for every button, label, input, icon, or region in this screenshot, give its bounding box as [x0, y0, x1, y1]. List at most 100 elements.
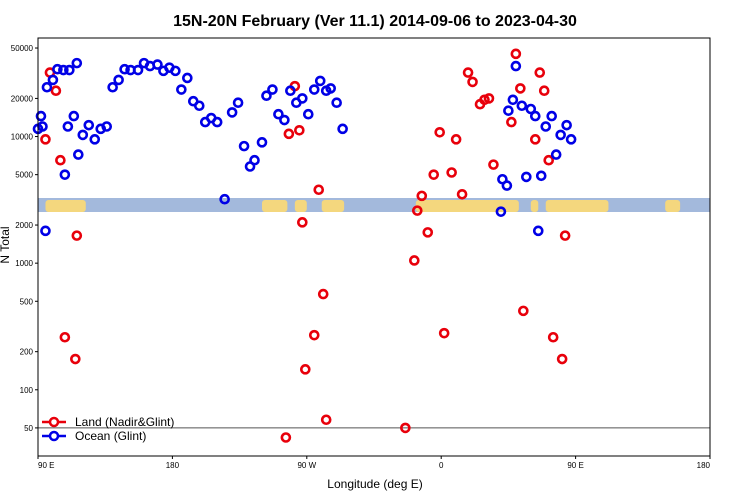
ocean-point	[249, 154, 260, 166]
map-strip-land	[294, 200, 307, 212]
land-point	[428, 169, 440, 180]
land-point	[483, 93, 495, 104]
ocean-point	[107, 81, 118, 93]
ocean-point	[89, 134, 101, 145]
ocean-point	[273, 108, 284, 120]
ocean-point	[119, 63, 130, 75]
x-tick-label: 90 E	[38, 461, 54, 470]
land-point	[543, 154, 555, 166]
land-point	[534, 67, 546, 78]
y-axis: 50 100 200 500 1000 2000 5000 10000 20000 50000	[11, 44, 38, 433]
land-point	[416, 190, 428, 202]
ocean-point	[495, 206, 507, 217]
ocean-point	[62, 121, 74, 132]
y-tick-label: 50000	[11, 44, 34, 53]
y-tick-label: 5000	[15, 171, 33, 180]
data-points	[32, 48, 577, 443]
map-strip-land	[530, 200, 539, 212]
map-strip-land	[262, 200, 288, 212]
ocean-point	[73, 149, 84, 160]
ocean-point	[525, 103, 537, 115]
ocean-point	[68, 110, 80, 122]
y-tick-label: 500	[20, 297, 34, 306]
ocean-point	[507, 94, 519, 106]
land-point	[547, 331, 559, 343]
land-point	[467, 76, 478, 88]
x-tick-label: 90 W	[297, 461, 316, 470]
map-strip-land	[321, 200, 345, 212]
map-strip-land	[45, 200, 86, 212]
x-tick-label: 0	[439, 461, 444, 470]
legend: Land (Nadir&Glint)Ocean (Glint)	[42, 415, 174, 443]
ocean-point	[71, 57, 83, 69]
ocean-point	[256, 137, 268, 148]
land-point	[412, 205, 423, 216]
land-point	[434, 127, 446, 138]
land-point	[294, 125, 305, 136]
ocean-point	[35, 110, 47, 122]
land-point	[40, 134, 51, 145]
ocean-point	[279, 114, 290, 126]
x-axis-label: Longitude (deg E)	[327, 477, 422, 491]
y-tick-label: 100	[20, 386, 34, 395]
land-point	[529, 134, 541, 145]
y-tick-label: 200	[20, 348, 34, 357]
land-point	[308, 329, 320, 341]
ocean-point	[555, 129, 566, 141]
x-tick-label: 90 E	[567, 461, 583, 470]
land-point	[297, 217, 308, 228]
land-point	[556, 353, 568, 365]
land-point	[280, 432, 292, 443]
ocean-point	[546, 110, 558, 122]
ocean-point	[59, 169, 71, 180]
ocean-point	[170, 65, 181, 77]
land-point	[510, 48, 522, 60]
ocean-point	[193, 100, 205, 112]
ocean-point	[40, 225, 51, 237]
land-point	[317, 288, 329, 300]
ocean-point	[41, 81, 53, 93]
ocean-point	[77, 129, 89, 141]
ocean-point	[219, 193, 230, 205]
map-strip-land	[545, 200, 609, 212]
map-strip-land	[665, 200, 681, 212]
ocean-point	[47, 74, 59, 86]
land-point	[506, 116, 517, 128]
land-point	[518, 305, 529, 317]
ocean-point	[510, 60, 522, 72]
ocean-point	[565, 134, 577, 145]
ocean-point	[535, 170, 547, 182]
ocean-point	[302, 108, 314, 120]
ocean-point	[561, 119, 572, 131]
land-point	[300, 364, 311, 375]
land-point	[50, 85, 62, 97]
ocean-point	[238, 140, 250, 152]
y-axis-label: N Total	[0, 226, 12, 263]
legend-marker	[48, 430, 60, 442]
land-point	[409, 255, 420, 266]
land-point	[55, 154, 66, 166]
land-point	[70, 353, 81, 365]
land-point	[488, 159, 499, 170]
x-axis: 90 E 180 90 W 0 90 E 180	[37, 456, 711, 470]
ocean-point	[132, 64, 144, 76]
ocean-point	[64, 64, 75, 76]
ocean-point	[314, 75, 326, 87]
land-point	[71, 230, 83, 241]
ocean-point	[540, 121, 552, 132]
ocean-point	[501, 180, 513, 191]
ocean-point	[176, 84, 187, 95]
y-tick-label: 20000	[11, 94, 34, 103]
plot-frame	[37, 37, 711, 457]
land-point	[283, 128, 295, 140]
land-point	[313, 184, 325, 196]
chart-title: 15N-20N February (Ver 11.1) 2014-09-06 t…	[173, 13, 577, 30]
ocean-point	[83, 119, 95, 131]
ocean-point	[325, 83, 336, 94]
ocean-point	[232, 97, 244, 109]
ocean-point	[331, 97, 342, 109]
legend-label: Ocean (Glint)	[75, 429, 146, 443]
land-point	[538, 85, 550, 97]
land-point	[59, 331, 71, 343]
